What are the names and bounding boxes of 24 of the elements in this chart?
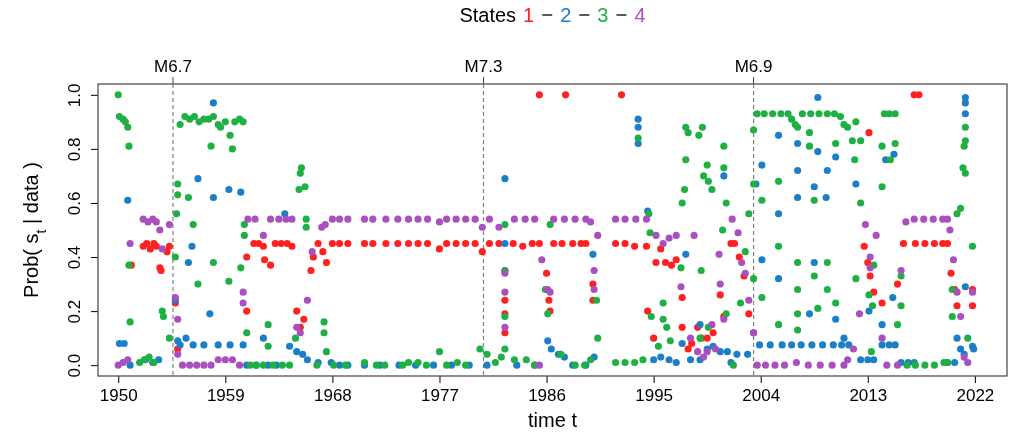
y-tick-label: 1.0 [65,83,84,108]
text: 4 [634,4,646,26]
x-tick-label: 1968 [313,386,352,406]
y-tick-label: 0.0 [65,353,84,378]
ref-line-label: M6.9 [734,57,773,76]
x-tick-label: 2004 [742,386,781,406]
x-tick-label: 1950 [99,386,138,406]
x-tick-label: 1977 [421,386,459,406]
ref-line-label: M7.3 [464,57,503,76]
x-tick-label: 1959 [206,386,245,406]
ref-line-label: M6.7 [154,57,192,76]
x-tick-label: 1995 [635,386,674,406]
text: 3 [597,4,609,26]
y-tick-label: 0.2 [65,299,84,324]
y-tick-label: 0.4 [65,245,84,270]
y-tick-label: 0.6 [65,191,84,216]
x-tick-label: 1986 [528,386,566,406]
legend-title: States [459,4,517,26]
x-axis-title: time t [528,409,578,431]
x-tick-label: 2013 [849,386,888,406]
y-tick-label: 0.8 [65,137,84,162]
text: 2 [560,4,572,26]
x-tick-label: 2022 [956,386,995,406]
text: 1 [523,4,535,26]
